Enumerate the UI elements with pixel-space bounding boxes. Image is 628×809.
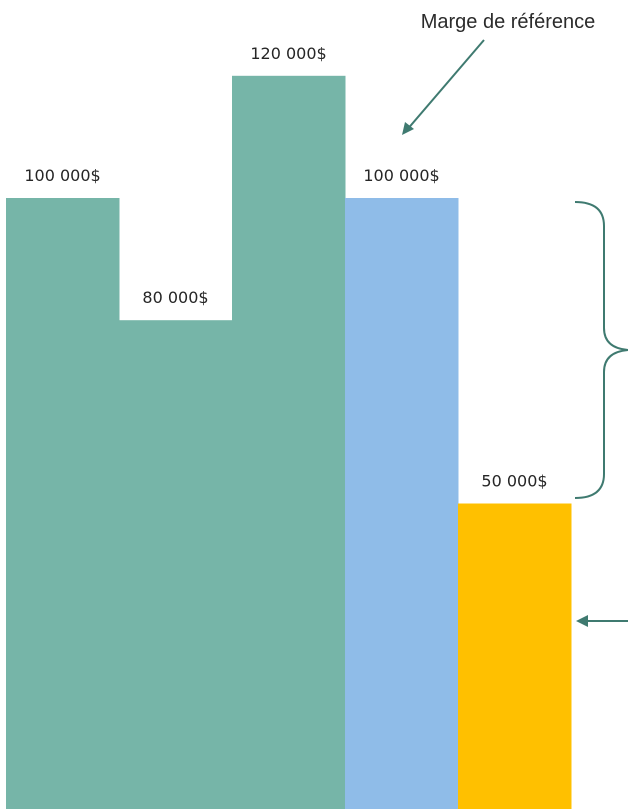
bar-4 (345, 198, 459, 809)
bar-2 (119, 320, 233, 809)
data-labels-group: 100 000$ 80 000$ 120 000$ 100 000$ 50 000$ (24, 44, 547, 491)
bar-value-label-1: 100 000$ (24, 166, 100, 185)
bar-3 (232, 75, 346, 809)
bar-value-label-5: 50 000$ (481, 472, 547, 491)
bar-value-label-4: 100 000$ (363, 166, 439, 185)
bar-value-label-3: 120 000$ (250, 44, 326, 63)
difference-brace (574, 201, 628, 499)
reference-margin-arrowhead (402, 122, 414, 135)
bar-value-label-2: 80 000$ (142, 288, 208, 307)
reference-margin-arrow (405, 39, 485, 132)
bar-5 (458, 503, 572, 809)
bars-group (6, 75, 572, 809)
small-pointer-arrowhead (576, 615, 588, 627)
bar-1 (6, 198, 120, 809)
reference-margin-label: Marge de référence (421, 11, 596, 33)
